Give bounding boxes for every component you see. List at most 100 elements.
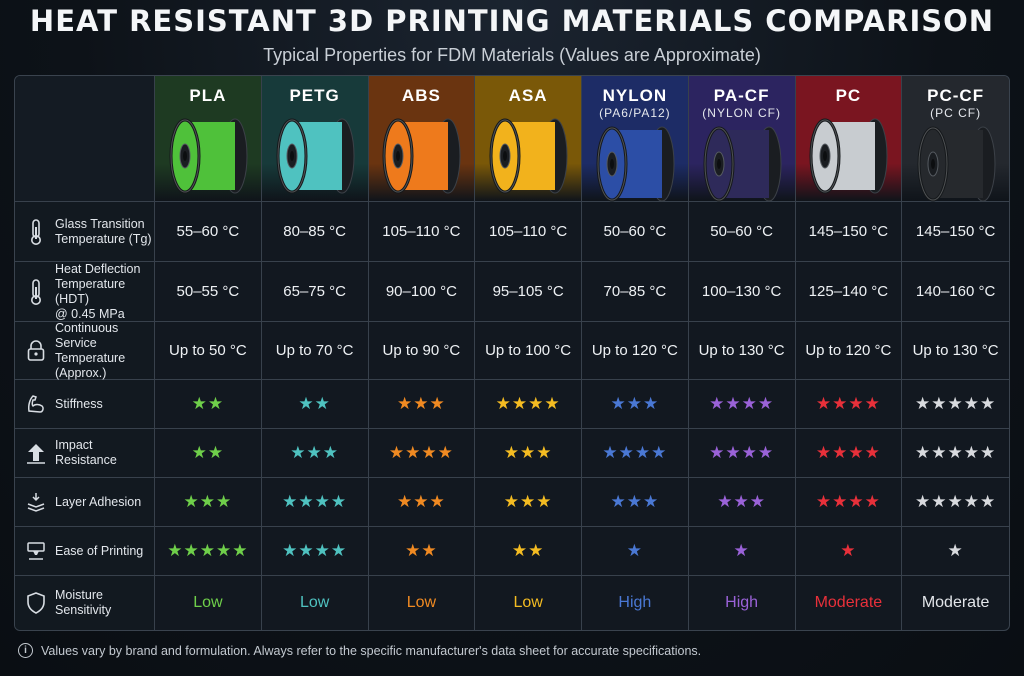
star-rating: ★★★★: [495, 394, 561, 413]
filament-spool-icon: [270, 112, 360, 201]
lock-icon: [23, 339, 49, 363]
property-value: 145–150 °C: [808, 223, 889, 240]
material-subname: (NYLON CF): [702, 106, 781, 120]
star-rating: ★★★★★: [915, 443, 997, 462]
table-cell: Up to 130 °C: [902, 322, 1009, 380]
property-value: 50–60 °C: [710, 223, 773, 240]
shield-icon: [23, 591, 49, 615]
property-label-text: Moisture Sensitivity: [55, 588, 112, 617]
property-label: Continuous Service Temperature (Approx.): [15, 321, 155, 380]
table-cell: ★: [902, 527, 1009, 576]
table-cell: 90–100 °C: [368, 262, 476, 322]
comparison-table: PLA PETG ABS ASA NYLON (PA6/PA12) PA-CF (NYLON …: [14, 75, 1010, 631]
property-value: 80–85 °C: [283, 223, 346, 240]
material-header-pa-cf: PA-CF (NYLON CF): [688, 76, 796, 202]
star-rating: ★★★: [397, 492, 446, 511]
table-cell: High: [582, 576, 689, 630]
material-name: ABS: [401, 86, 441, 105]
material-header-pla: PLA: [155, 76, 262, 202]
material-name: NYLON: [602, 86, 668, 105]
table-cell: ★★★★★: [155, 527, 262, 576]
table-cell: ★★★★: [795, 380, 903, 429]
star-rating: ★★★★★: [167, 541, 249, 560]
material-header-pc-cf: PC-CF (PC CF): [902, 76, 1009, 202]
property-value: Up to 120 °C: [591, 342, 678, 359]
star-rating: ★★★★: [282, 541, 348, 560]
material-header-petg: PETG: [261, 76, 369, 202]
star-rating: ★: [733, 541, 750, 560]
printer-nozzle-icon: [23, 540, 49, 562]
moisture-value: Low: [299, 594, 330, 611]
star-rating: ★★★: [503, 443, 553, 462]
table-cell: Up to 120 °C: [582, 322, 689, 380]
property-label-text: Stiffness: [55, 396, 103, 411]
table-cell: 105–110 °C: [368, 202, 476, 262]
table-cell: ★★★: [368, 380, 476, 429]
table-cell: ★★: [155, 380, 262, 429]
table-cell: ★★★★: [582, 429, 689, 478]
table-cell: 145–150 °C: [902, 202, 1009, 262]
table-cell: ★★★★: [795, 478, 903, 527]
layers-icon: [23, 491, 49, 513]
star-rating: ★★★★: [709, 443, 775, 462]
table-cell: Up to 50 °C: [155, 322, 262, 380]
moisture-value: Moderate: [814, 594, 883, 611]
star-rating: ★: [626, 541, 643, 560]
star-rating: ★★★★: [815, 394, 881, 413]
property-value: 125–140 °C: [808, 283, 889, 300]
filament-spool-icon: [163, 112, 253, 201]
property-label-text: Ease of Printing: [55, 543, 144, 558]
table-cell: ★★★: [688, 478, 796, 527]
property-label: Layer Adhesion: [15, 478, 155, 527]
table-cell: ★: [688, 527, 796, 576]
star-rating: ★★★★: [282, 492, 348, 511]
star-rating: ★★★: [503, 492, 553, 511]
impact-arrow-icon: [23, 441, 49, 465]
thermometer-icon: [23, 218, 49, 246]
star-rating: ★★: [298, 394, 331, 413]
table-cell: ★★★: [475, 429, 582, 478]
property-value: 105–110 °C: [382, 223, 461, 240]
property-value: Up to 130 °C: [912, 342, 999, 359]
property-value: Up to 70 °C: [275, 342, 354, 359]
table-cell: ★★★★: [475, 380, 582, 429]
material-name: PA-CF: [713, 86, 770, 105]
moisture-value: Low: [193, 594, 223, 611]
table-cell: 50–60 °C: [688, 202, 796, 262]
star-rating: ★★★★: [815, 443, 881, 462]
table-cell: ★: [582, 527, 689, 576]
material-header-pc: PC: [795, 76, 903, 202]
filament-spool-icon: [911, 120, 1001, 209]
page-title: HEAT RESISTANT 3D PRINTING MATERIALS COM…: [29, 4, 995, 38]
table-cell: 70–85 °C: [582, 262, 689, 322]
table-cell: ★★★: [582, 478, 689, 527]
star-rating: ★★★★: [388, 443, 454, 462]
star-rating: ★★★★: [709, 394, 775, 413]
property-label: Impact Resistance: [15, 429, 155, 478]
property-value: Up to 100 °C: [485, 342, 572, 359]
table-cell: 80–85 °C: [261, 202, 369, 262]
table-cell: ★★★★★: [902, 429, 1009, 478]
table-cell: ★: [795, 527, 903, 576]
table-cell: Up to 120 °C: [795, 322, 903, 380]
filament-spool-icon: [376, 112, 466, 201]
property-value: Up to 120 °C: [805, 342, 892, 359]
table-cell: Low: [155, 576, 262, 630]
property-value: Up to 50 °C: [169, 342, 247, 359]
property-value: Up to 90 °C: [382, 342, 461, 359]
table-cell: ★★★★★: [902, 478, 1009, 527]
table-corner: [15, 76, 155, 202]
star-rating: ★★★: [183, 492, 233, 511]
property-label-text: Heat Deflection Temperature (HDT) @ 0.45…: [55, 261, 141, 321]
table-cell: ★★★: [582, 380, 689, 429]
star-rating: ★★★: [397, 394, 446, 413]
material-name: PETG: [289, 86, 340, 105]
table-cell: 105–110 °C: [475, 202, 582, 262]
filament-spool-icon: [697, 120, 787, 209]
filament-spool-icon: [483, 112, 573, 201]
star-rating: ★★★★: [815, 492, 881, 511]
flexed-arm-icon: [23, 393, 49, 415]
table-cell: 140–160 °C: [902, 262, 1009, 322]
star-rating: ★★★★★: [915, 492, 997, 511]
property-value: 95–105 °C: [492, 283, 564, 300]
